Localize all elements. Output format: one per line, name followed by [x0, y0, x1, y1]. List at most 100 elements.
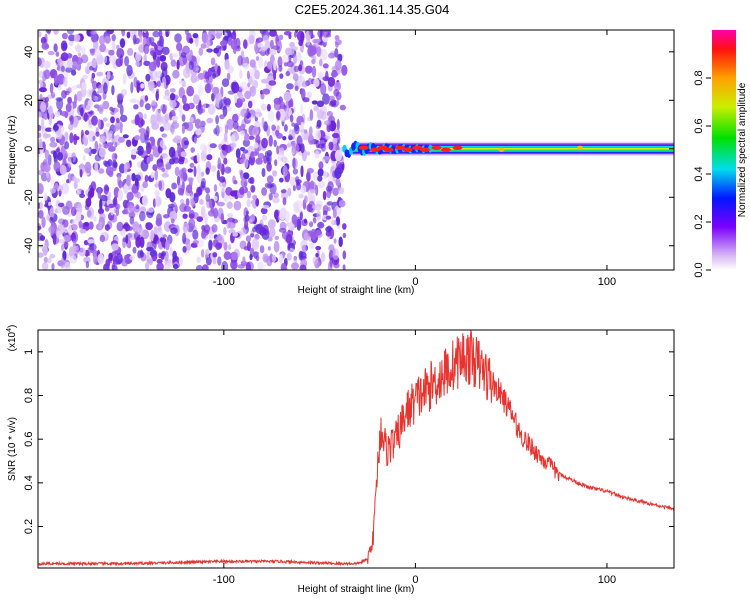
noise-cell [226, 72, 231, 81]
noise-cell [318, 180, 325, 189]
noise-cell [264, 151, 268, 158]
noise-cell [214, 63, 218, 72]
noise-cell [182, 232, 187, 244]
noise-cell [334, 149, 343, 162]
noise-cell [254, 142, 259, 149]
noise-cell [153, 226, 158, 235]
noise-cell [240, 123, 246, 130]
noise-cell [142, 181, 148, 189]
noise-cell [158, 180, 163, 191]
noise-cell [84, 130, 90, 136]
noise-cell [111, 243, 119, 251]
noise-cell [178, 103, 183, 113]
noise-cell [196, 55, 200, 64]
noise-cell [227, 167, 231, 172]
noise-cell [40, 36, 47, 45]
noise-cell [103, 82, 108, 95]
noise-cell [143, 43, 150, 55]
noise-cell [43, 113, 48, 120]
spectrogram-ytick-label: -40 [23, 238, 35, 254]
noise-cell [161, 251, 166, 257]
noise-cell [210, 205, 214, 214]
noise-cell [44, 149, 50, 160]
colorbar: 0.0 0.2 0.4 0.6 0.8 Normalized spectral ampl… [693, 30, 748, 278]
noise-cell [75, 211, 82, 223]
noise-cell [267, 219, 276, 229]
noise-cell [317, 168, 324, 177]
noise-cell [292, 157, 296, 170]
noise-cell [182, 103, 191, 111]
noise-cell [95, 131, 100, 137]
noise-cell [302, 97, 310, 103]
noise-cell [306, 171, 311, 182]
noise-cell [317, 175, 323, 182]
noise-cell [38, 31, 42, 38]
noise-cell [92, 80, 98, 90]
noise-cell [218, 176, 226, 183]
noise-cell [205, 75, 213, 84]
noise-cell [116, 117, 120, 124]
noise-cell [201, 32, 209, 44]
noise-cell [266, 161, 272, 172]
noise-cell [38, 57, 42, 67]
noise-cell [326, 188, 332, 199]
noise-cell [52, 233, 57, 246]
noise-cell [174, 33, 182, 43]
noise-cell [222, 105, 228, 117]
noise-cell [177, 143, 182, 155]
noise-cell [221, 78, 230, 87]
noise-cell [171, 116, 179, 121]
noise-cell [126, 174, 131, 187]
noise-cell [252, 251, 260, 256]
noise-cell [169, 99, 177, 108]
noise-cell [249, 86, 257, 97]
noise-cell [38, 132, 42, 138]
noise-cell [197, 72, 206, 80]
noise-cell [215, 115, 220, 125]
noise-cell [279, 253, 284, 264]
noise-cell [211, 72, 217, 79]
noise-cell [310, 189, 316, 194]
noise-cell [82, 134, 88, 146]
noise-cell [81, 74, 88, 80]
noise-cell [171, 122, 180, 129]
noise-cell [39, 200, 44, 211]
noise-cell [38, 202, 41, 209]
noise-cell [115, 252, 123, 265]
noise-cell [296, 135, 303, 147]
noise-cell [48, 118, 52, 126]
noise-cell [155, 217, 162, 227]
noise-cell [161, 107, 167, 114]
noise-cell [132, 246, 137, 254]
noise-cell [99, 35, 106, 45]
noise-cell [291, 143, 300, 155]
noise-cell [209, 83, 213, 90]
noise-cell [305, 65, 313, 74]
noise-cell [136, 150, 144, 155]
noise-cell [318, 72, 323, 80]
noise-cell [99, 234, 106, 243]
noise-cell [44, 96, 49, 103]
noise-cell [66, 53, 73, 59]
noise-cell [328, 250, 334, 261]
noise-cell [93, 104, 100, 109]
noise-cell [156, 259, 163, 264]
noise-cell [200, 249, 205, 258]
noise-cell [264, 40, 271, 50]
noise-cell [332, 136, 338, 144]
snr-frame [37, 329, 675, 569]
noise-cell [50, 176, 55, 186]
noise-cell [342, 264, 346, 270]
noise-cell [126, 226, 133, 231]
noise-cell [96, 71, 104, 77]
noise-cell [299, 251, 307, 259]
noise-cell [53, 150, 57, 159]
noise-cell [286, 60, 294, 68]
noise-cell [322, 93, 330, 105]
spectrogram-xtick-label: 100 [598, 276, 616, 288]
noise-cell [279, 73, 284, 79]
noise-cell [226, 220, 231, 229]
noise-cell [308, 181, 317, 192]
noise-cell [251, 238, 260, 251]
noise-cell [90, 30, 97, 35]
